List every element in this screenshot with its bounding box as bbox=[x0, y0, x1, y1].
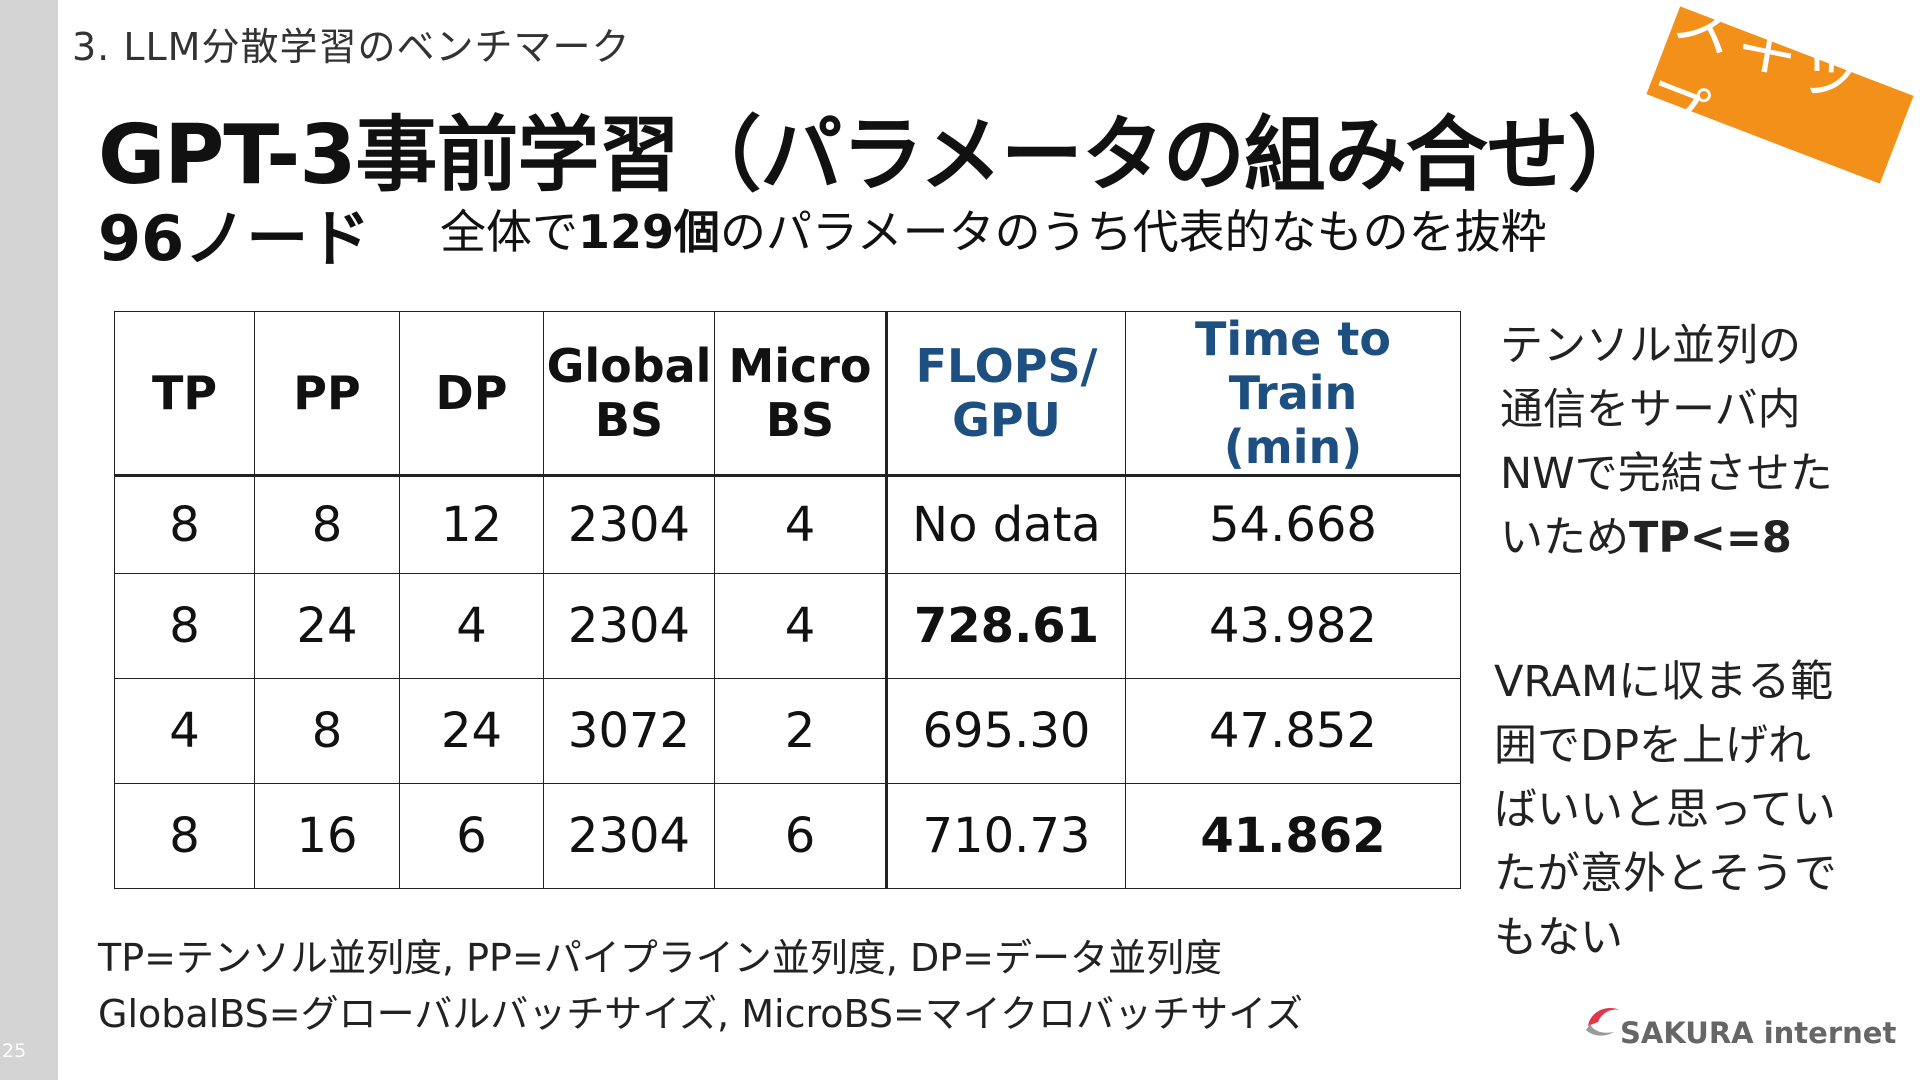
header-time-to-train: Time to Train (min) bbox=[1125, 311, 1461, 476]
cell-global-bs: 2304 bbox=[543, 573, 715, 679]
dp-note: VRAMに収まる範 囲でDPを上げれ ばいいと思ってい たが意外とそうで もない bbox=[1494, 650, 1894, 970]
tp-note-last-prefix: いため bbox=[1500, 513, 1629, 563]
cell-pp: 8 bbox=[254, 475, 400, 574]
cell-pp: 24 bbox=[254, 573, 400, 679]
page-number: 25 bbox=[2, 1040, 27, 1062]
header-global-bs-line1: Global bbox=[546, 339, 712, 393]
cell-dp: 12 bbox=[399, 475, 544, 574]
cell-micro-bs: 2 bbox=[714, 678, 887, 784]
tp-note-line: NWで完結させた bbox=[1500, 449, 1833, 499]
caption-count: 129個 bbox=[578, 205, 721, 259]
header-flops-line1: FLOPS/ bbox=[915, 339, 1098, 393]
footnote-line: TP=テンソル並列度, PP=パイプライン並列度, DP=データ並列度 bbox=[98, 936, 1222, 980]
header-micro-bs: Micro BS bbox=[714, 311, 887, 476]
cell-time: 43.982 bbox=[1125, 573, 1461, 679]
cell-micro-bs: 4 bbox=[714, 573, 887, 679]
tp-note-line: 通信をサーバ内 bbox=[1500, 385, 1801, 435]
header-global-bs-line2: BS bbox=[594, 393, 664, 447]
logo-text: SAKURA internet bbox=[1620, 1016, 1897, 1050]
header-flops-line2: GPU bbox=[952, 393, 1061, 447]
tp-note-line: テンソル並列の bbox=[1500, 321, 1801, 371]
parameter-table: TP PP DP Global BS Micro BS FLOPS/GPU Time… bbox=[114, 311, 1461, 889]
dp-note-line: VRAMに収まる範 bbox=[1494, 657, 1834, 707]
abbreviation-footnotes: TP=テンソル並列度, PP=パイプライン並列度, DP=データ並列度 Glob… bbox=[98, 930, 1303, 1042]
cell-time-best: 41.862 bbox=[1125, 783, 1461, 889]
header-tp: TP bbox=[114, 311, 255, 476]
cell-dp: 6 bbox=[399, 783, 544, 889]
header-time-line2: (min) bbox=[1223, 420, 1363, 474]
dp-note-line: ばいいと思ってい bbox=[1494, 785, 1836, 835]
skip-badge: スキップ bbox=[1632, 0, 1914, 184]
cell-tp: 8 bbox=[114, 783, 255, 889]
slide-title: GPT-3事前学習（パラメータの組み合せ） bbox=[98, 108, 1650, 203]
dp-note-line: たが意外とそうで bbox=[1494, 849, 1837, 899]
table-row: 4 8 24 3072 2 695.30 47.852 bbox=[114, 678, 1461, 784]
node-count-subtitle: 96ノード bbox=[98, 202, 371, 275]
cell-time: 47.852 bbox=[1125, 678, 1461, 784]
cell-flops: 710.73 bbox=[885, 783, 1126, 889]
cell-tp: 8 bbox=[114, 475, 255, 574]
sakura-internet-logo: SAKURA internet bbox=[1582, 996, 1896, 1056]
cell-micro-bs: 6 bbox=[714, 783, 887, 889]
sakura-logo-icon bbox=[1586, 1007, 1620, 1036]
footnote-line: GlobalBS=グローバルバッチサイズ, MicroBS=マイクロバッチサイズ bbox=[98, 992, 1303, 1036]
dp-note-line: 囲でDPを上げれ bbox=[1494, 721, 1812, 771]
cell-flops: 695.30 bbox=[885, 678, 1126, 784]
left-sidebar-strip: 25 bbox=[0, 0, 58, 1080]
cell-tp: 4 bbox=[114, 678, 255, 784]
header-micro-bs-line1: Micro bbox=[728, 339, 872, 393]
cell-tp: 8 bbox=[114, 573, 255, 679]
caption-prefix: 全体で bbox=[440, 205, 578, 259]
cell-global-bs: 2304 bbox=[543, 783, 715, 889]
cell-flops: No data bbox=[885, 475, 1126, 574]
header-micro-bs-line2: BS bbox=[765, 393, 835, 447]
caption-suffix: のパラメータのうち代表的なものを抜粋 bbox=[720, 205, 1547, 259]
cell-global-bs: 2304 bbox=[543, 475, 715, 574]
cell-pp: 8 bbox=[254, 678, 400, 784]
tp-note: テンソル並列の 通信をサーバ内 NWで完結させた いためTP<=8 bbox=[1500, 314, 1900, 570]
tp-note-constraint: TP<=8 bbox=[1629, 513, 1792, 563]
selection-caption: 全体で129個のパラメータのうち代表的なものを抜粋 bbox=[440, 196, 1547, 262]
cell-pp: 16 bbox=[254, 783, 400, 889]
cell-dp: 24 bbox=[399, 678, 544, 784]
header-flops-per-gpu: FLOPS/GPU bbox=[885, 311, 1126, 476]
section-breadcrumb: 3. LLM分散学習のベンチマーク bbox=[72, 25, 631, 69]
table-row: 8 8 12 2304 4 No data 54.668 bbox=[114, 475, 1461, 574]
cell-global-bs: 3072 bbox=[543, 678, 715, 784]
cell-dp: 4 bbox=[399, 573, 544, 679]
cell-time: 54.668 bbox=[1125, 475, 1461, 574]
tp-note-line: いためTP<=8 bbox=[1500, 506, 1900, 570]
table-row: 8 24 4 2304 4 728.61 43.982 bbox=[114, 573, 1461, 679]
cell-flops-best: 728.61 bbox=[885, 573, 1126, 679]
header-pp: PP bbox=[254, 311, 400, 476]
header-dp: DP bbox=[399, 311, 544, 476]
header-time-line1: Time to Train bbox=[1195, 312, 1391, 420]
cell-micro-bs: 4 bbox=[714, 475, 887, 574]
table-row: 8 16 6 2304 6 710.73 41.862 bbox=[114, 783, 1461, 889]
dp-note-line: もない bbox=[1494, 913, 1623, 963]
header-global-bs: Global BS bbox=[543, 311, 715, 476]
table-header-row: TP PP DP Global BS Micro BS FLOPS/GPU Time… bbox=[114, 311, 1461, 476]
